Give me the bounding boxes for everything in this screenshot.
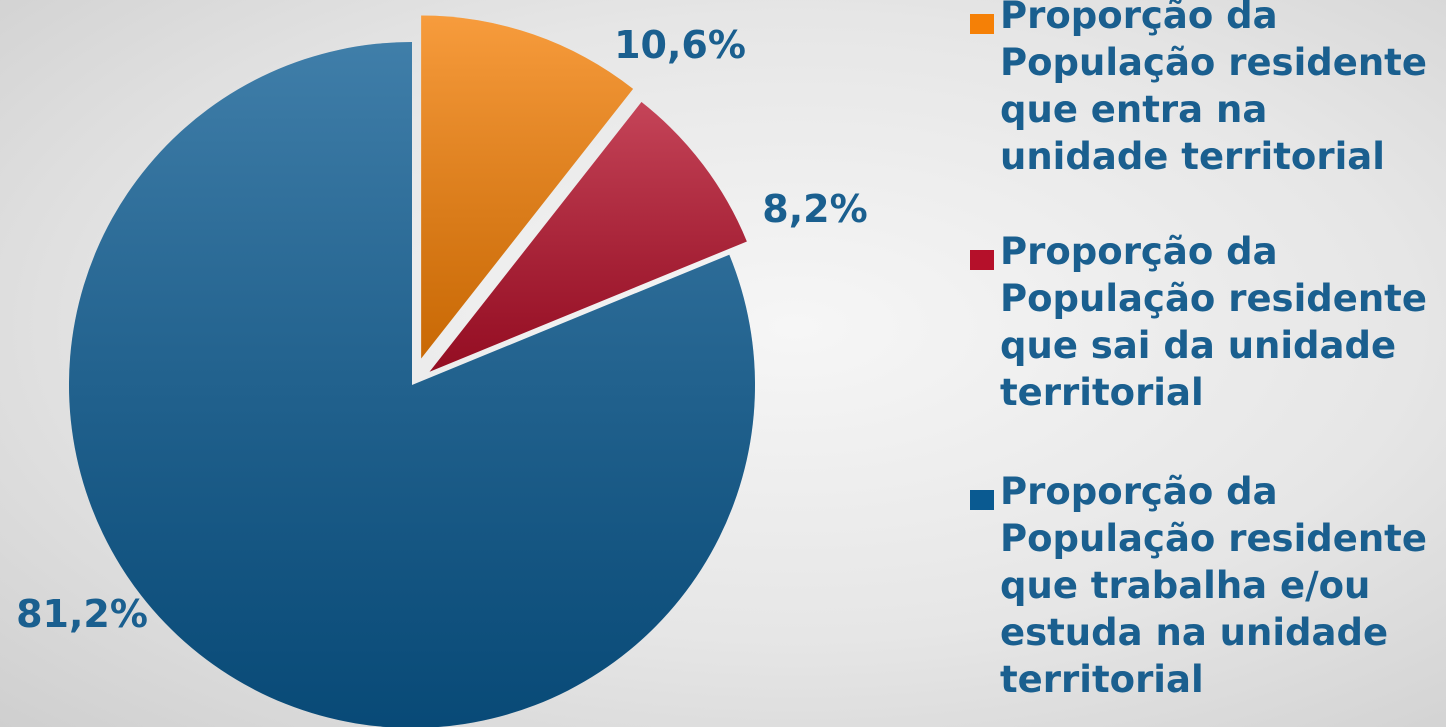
pie-area: 10,6% 8,2% 81,2% xyxy=(16,15,868,727)
legend-label: Proporção da População residente que sai… xyxy=(1000,230,1427,414)
data-label: 8,2% xyxy=(762,187,867,231)
data-label: 10,6% xyxy=(614,23,746,67)
data-label: 81,2% xyxy=(16,592,148,636)
legend-swatch xyxy=(970,490,994,510)
legend-swatch xyxy=(970,14,994,34)
legend-swatch xyxy=(970,250,994,270)
legend-label: Proporção da População residente que ent… xyxy=(1000,0,1427,178)
legend-label: Proporção da População residente que tra… xyxy=(1000,470,1427,701)
